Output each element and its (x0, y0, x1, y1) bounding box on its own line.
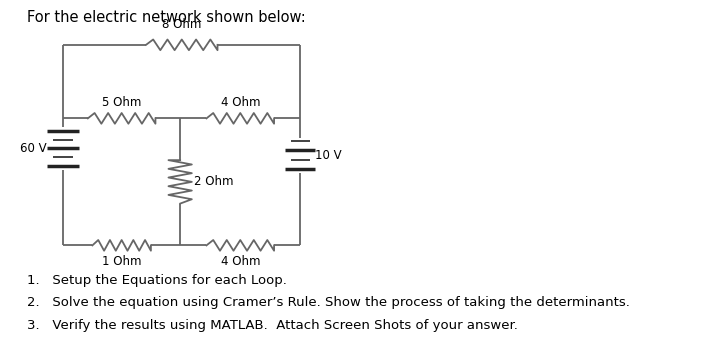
Text: 1 Ohm: 1 Ohm (102, 255, 141, 268)
Text: 60 V: 60 V (20, 142, 47, 155)
Text: 1.   Setup the Equations for each Loop.: 1. Setup the Equations for each Loop. (27, 274, 287, 287)
Text: 10 V: 10 V (315, 149, 341, 162)
Text: 4 Ohm: 4 Ohm (220, 96, 260, 109)
Text: 4 Ohm: 4 Ohm (220, 255, 260, 268)
Text: For the electric network shown below:: For the electric network shown below: (27, 10, 306, 25)
Text: 8 Ohm: 8 Ohm (162, 18, 202, 31)
Text: 2.   Solve the equation using Cramer’s Rule. Show the process of taking the dete: 2. Solve the equation using Cramer’s Rul… (27, 296, 630, 309)
Text: 2 Ohm: 2 Ohm (194, 175, 234, 188)
Text: 3.   Verify the results using MATLAB.  Attach Screen Shots of your answer.: 3. Verify the results using MATLAB. Atta… (27, 318, 518, 332)
Text: 5 Ohm: 5 Ohm (102, 96, 141, 109)
